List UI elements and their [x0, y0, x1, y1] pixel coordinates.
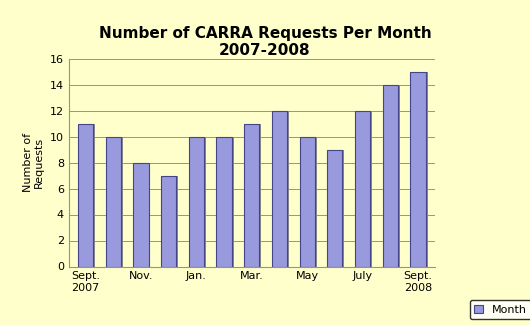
- Bar: [246, 124, 261, 266]
- Bar: [80, 124, 95, 266]
- Bar: [134, 162, 148, 266]
- Bar: [189, 136, 204, 266]
- Bar: [302, 136, 317, 266]
- Bar: [329, 150, 344, 266]
- Legend: Month: Month: [470, 300, 530, 319]
- Text: Number of CARRA Requests Per Month
2007-2008: Number of CARRA Requests Per Month 2007-…: [99, 26, 431, 58]
- Bar: [412, 72, 428, 266]
- Bar: [385, 84, 400, 266]
- Bar: [163, 176, 178, 266]
- Bar: [135, 162, 151, 266]
- Bar: [299, 136, 315, 266]
- Bar: [161, 176, 176, 266]
- Y-axis label: Number of
Requests: Number of Requests: [23, 133, 45, 192]
- Bar: [274, 111, 289, 266]
- Bar: [78, 124, 93, 266]
- Bar: [272, 111, 287, 266]
- Bar: [355, 111, 370, 266]
- Bar: [218, 136, 234, 266]
- Bar: [383, 84, 398, 266]
- Bar: [105, 136, 121, 266]
- Bar: [327, 150, 342, 266]
- Bar: [108, 136, 123, 266]
- Bar: [191, 136, 206, 266]
- Bar: [410, 72, 426, 266]
- Bar: [244, 124, 259, 266]
- Bar: [216, 136, 232, 266]
- Bar: [357, 111, 372, 266]
